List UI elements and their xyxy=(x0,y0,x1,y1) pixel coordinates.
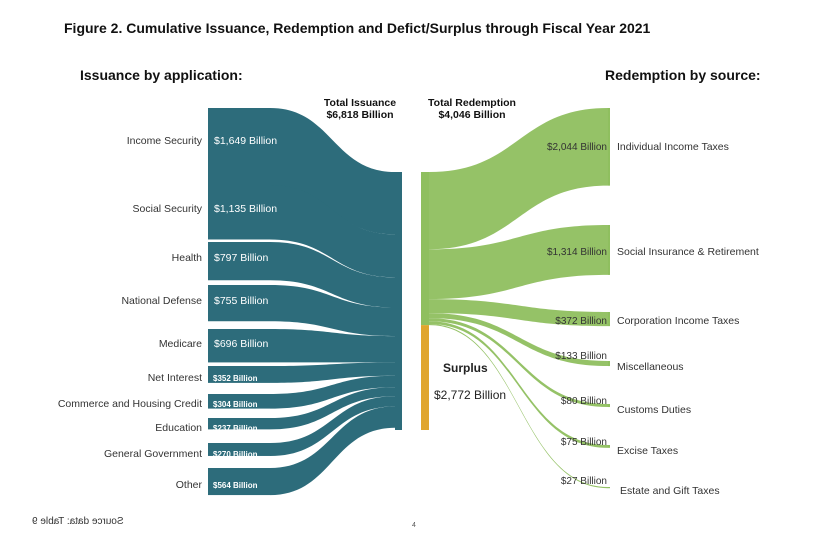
issuance-value-label: $304 Billion xyxy=(213,400,258,409)
redemption-flow-miscellaneous xyxy=(429,313,608,367)
redemption-value-label: $2,044 Billion xyxy=(547,142,607,153)
issuance-flow-general-government xyxy=(270,396,395,456)
redemption-value-label: $372 Billion xyxy=(555,316,607,327)
issuance-value-label: $270 Billion xyxy=(213,450,258,459)
redemption-category-label: Excise Taxes xyxy=(617,445,678,457)
issuance-node-social-security xyxy=(208,185,270,240)
issuance-node-other xyxy=(208,468,270,496)
redemption-category-label: Estate and Gift Taxes xyxy=(620,485,720,497)
issuance-category-label: General Government xyxy=(104,448,202,460)
redemption-flow-customs-duties xyxy=(429,318,608,408)
issuance-value-label: $237 Billion xyxy=(213,424,258,433)
figure-title: Figure 2. Cumulative Issuance, Redemptio… xyxy=(64,20,651,36)
redemption-flow-individual-income-taxes xyxy=(429,108,608,250)
surplus-value: $2,772 Billion xyxy=(434,388,507,402)
flow-nodes xyxy=(208,108,610,496)
total-issuance-value: $6,818 Billion xyxy=(326,109,394,121)
issuance-node-education xyxy=(208,418,270,430)
issuance-value-label: $1,649 Billion xyxy=(214,135,277,147)
flow-labels: Income Security $1,649 Billion Social Secu… xyxy=(58,135,759,497)
source-note: Source data: Table 9 xyxy=(32,516,124,527)
issuance-node-national-defense xyxy=(208,285,270,322)
redemption-category-label: Individual Income Taxes xyxy=(617,141,729,153)
redemption-node-corporation-income-taxes xyxy=(608,312,610,327)
issuance-flow-income-security xyxy=(270,108,395,235)
issuance-flow-national-defense xyxy=(270,285,395,337)
issuance-value-label: $696 Billion xyxy=(214,338,268,350)
redemption-category-label: Corporation Income Taxes xyxy=(617,315,739,327)
issuance-flow-medicare xyxy=(270,329,395,363)
issuance-flow-other xyxy=(270,406,395,496)
total-redemption-title: Total Redemption xyxy=(428,97,516,109)
issuance-category-label: Health xyxy=(172,252,203,264)
issuance-value-label: $1,135 Billion xyxy=(214,203,277,215)
flow-links xyxy=(270,108,608,496)
redemption-heading: Redemption by source: xyxy=(605,67,761,83)
redemption-flow-corporation-income-taxes xyxy=(429,299,608,327)
redemption-category-label: Customs Duties xyxy=(617,404,691,416)
issuance-value-label: $797 Billion xyxy=(214,252,268,264)
redemption-node-excise-taxes xyxy=(608,445,610,448)
issuance-node-commerce-and-housing-credit xyxy=(208,394,270,409)
issuance-category-label: Commerce and Housing Credit xyxy=(58,398,202,410)
total-redemption-bar xyxy=(421,172,429,326)
redemption-category-label: Miscellaneous xyxy=(617,361,684,373)
redemption-flow-estate-and-gift-taxes xyxy=(429,324,608,489)
issuance-node-general-government xyxy=(208,443,270,456)
redemption-flow-excise-taxes xyxy=(429,321,608,448)
issuance-node-health xyxy=(208,242,270,281)
redemption-value-label: $1,314 Billion xyxy=(547,247,607,258)
redemption-node-miscellaneous xyxy=(608,361,610,367)
issuance-category-label: Income Security xyxy=(127,135,203,147)
issuance-flow-education xyxy=(270,387,395,430)
redemption-value-label: $80 Billion xyxy=(561,396,607,407)
redemption-value-label: $27 Billion xyxy=(561,476,607,487)
redemption-node-social-insurance-retirement xyxy=(608,225,610,275)
issuance-category-label: Education xyxy=(155,422,202,434)
surplus-bar xyxy=(421,325,429,430)
page-number: 4 xyxy=(412,522,416,529)
total-issuance-bar xyxy=(395,172,402,430)
issuance-flow-health xyxy=(270,242,395,308)
issuance-node-income-security xyxy=(208,108,270,188)
redemption-flow-social-insurance-retirement xyxy=(429,225,608,300)
total-issuance-title: Total Issuance xyxy=(323,97,397,109)
issuance-category-label: National Defense xyxy=(121,295,202,307)
redemption-value-label: $133 Billion xyxy=(555,351,607,362)
issuance-node-medicare xyxy=(208,329,270,363)
redemption-node-customs-duties xyxy=(608,404,610,408)
issuance-flow-net-interest xyxy=(270,362,395,383)
issuance-category-label: Medicare xyxy=(159,338,202,350)
redemption-node-individual-income-taxes xyxy=(608,108,610,186)
redemption-node-estate-and-gift-taxes xyxy=(608,487,610,489)
redemption-value-label: $75 Billion xyxy=(561,437,607,448)
total-issuance-label: Total Issuance $6,818 Billion xyxy=(318,97,402,121)
issuance-flow-social-security xyxy=(270,185,395,278)
issuance-heading: Issuance by application: xyxy=(80,67,243,83)
issuance-value-label: $352 Billion xyxy=(213,374,258,383)
issuance-category-label: Net Interest xyxy=(148,372,202,384)
total-redemption-label: Total Redemption $4,046 Billion xyxy=(424,97,520,121)
surplus-label: Surplus xyxy=(443,361,488,375)
issuance-flow-commerce-and-housing-credit xyxy=(270,375,395,409)
total-redemption-value: $4,046 Billion xyxy=(438,109,506,121)
redemption-category-label: Social Insurance & Retirement xyxy=(617,246,759,258)
issuance-value-label: $755 Billion xyxy=(214,295,268,307)
issuance-category-label: Social Security xyxy=(133,203,203,215)
issuance-category-label: Other xyxy=(176,479,203,491)
issuance-value-label: $564 Billion xyxy=(213,481,258,490)
issuance-node-net-interest xyxy=(208,366,270,383)
